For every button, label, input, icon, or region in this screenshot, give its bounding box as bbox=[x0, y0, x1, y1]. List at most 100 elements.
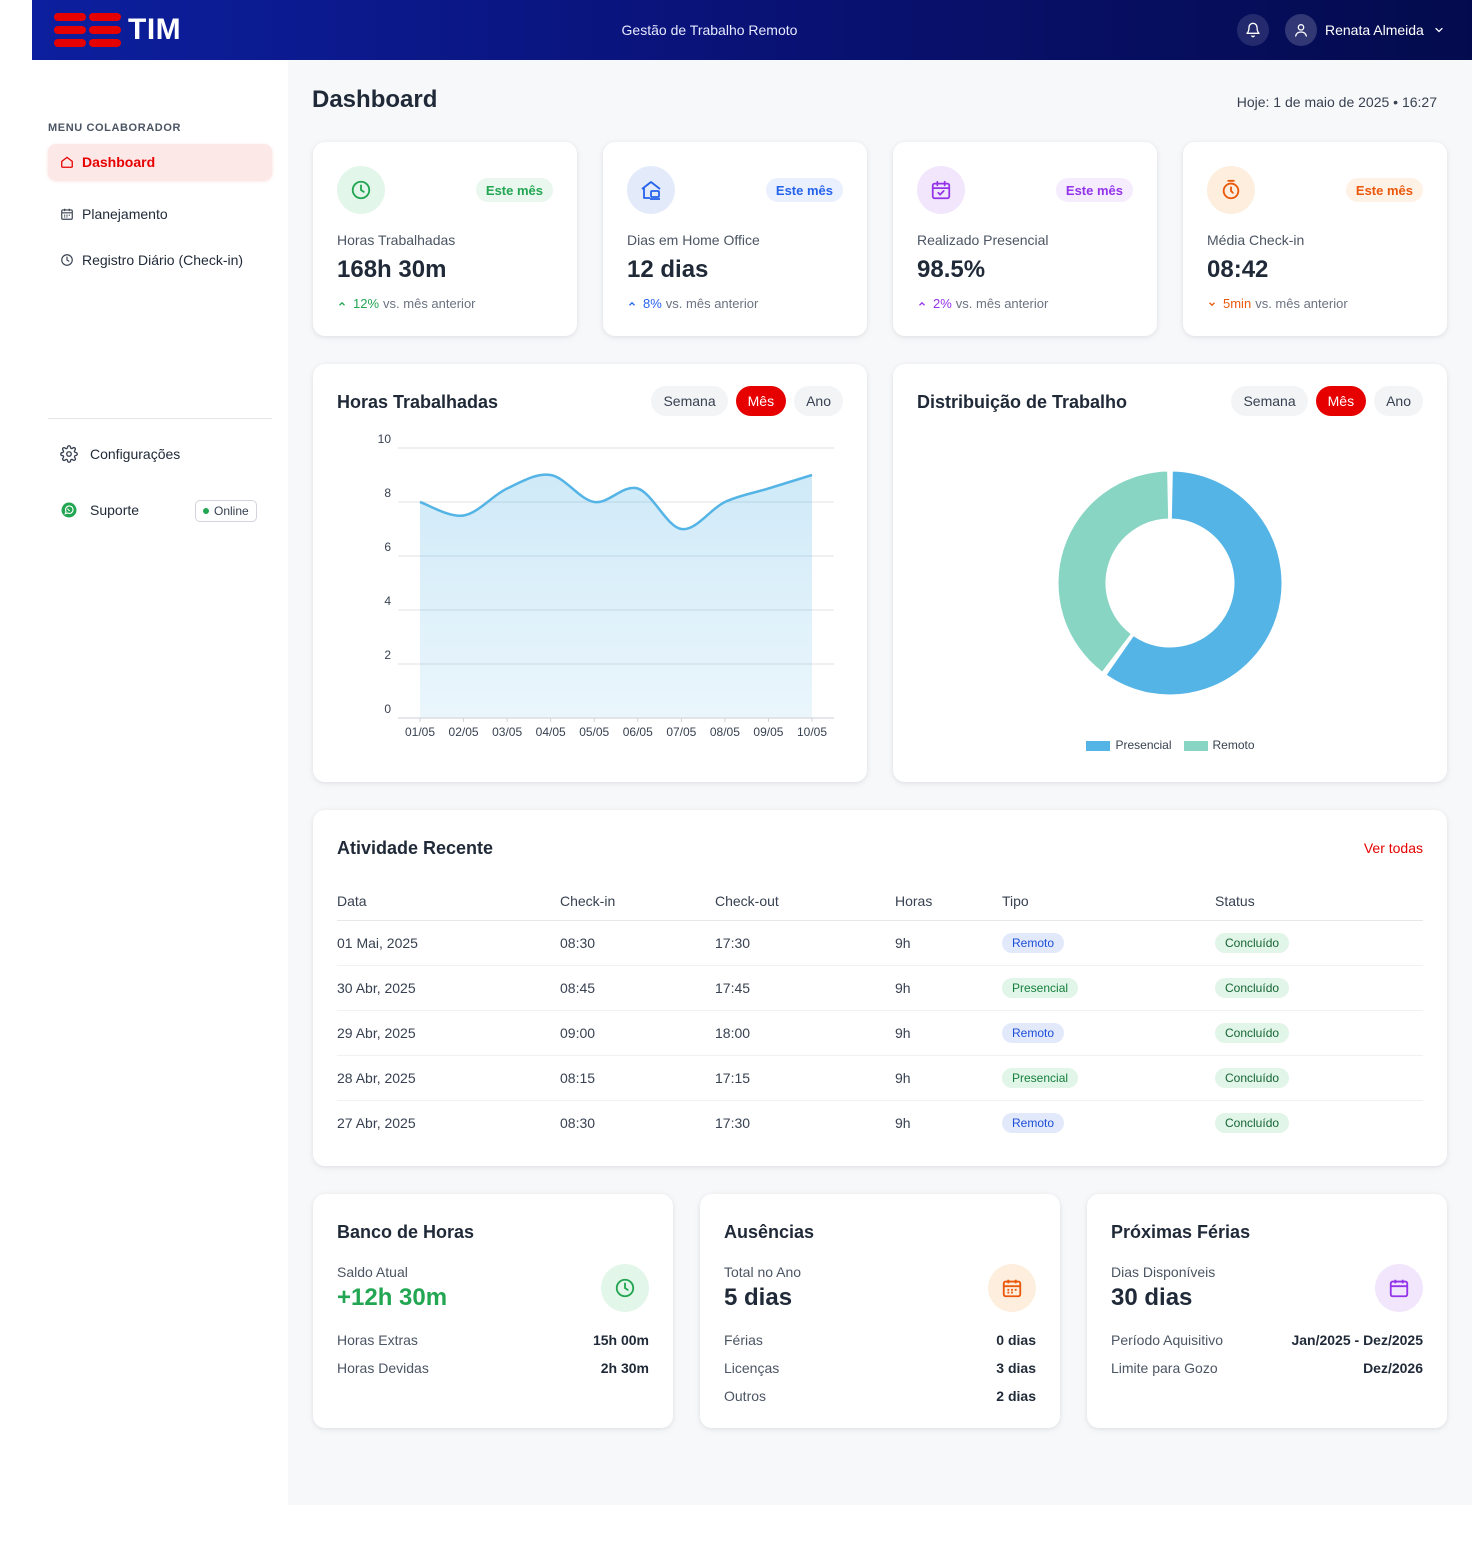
period-month-button[interactable]: Mês bbox=[735, 386, 787, 416]
period-month-button[interactable]: Mês bbox=[1315, 386, 1367, 416]
logo-text: TIM bbox=[128, 13, 182, 46]
table-row[interactable]: 29 Abr, 2025 09:00 18:00 9h Remoto Concl… bbox=[337, 1010, 1423, 1056]
home-office-icon bbox=[627, 166, 675, 214]
calendar-check-icon bbox=[917, 166, 965, 214]
see-all-link[interactable]: Ver todas bbox=[1363, 840, 1423, 856]
status-badge: Concluído bbox=[1215, 1112, 1290, 1133]
type-badge: Remoto bbox=[1002, 932, 1065, 953]
app-title: Gestão de Trabalho Remoto bbox=[621, 22, 798, 38]
card-title: Próximas Férias bbox=[1111, 1222, 1251, 1242]
absences-card: Ausências Total no Ano 5 dias Férias 0 d… bbox=[700, 1194, 1060, 1428]
cell-hours: 9h bbox=[895, 1010, 1002, 1056]
period-pill: Este mês bbox=[765, 178, 843, 202]
legend-item-presencial[interactable]: Presencial bbox=[1086, 738, 1172, 752]
stat-label: Média Check-in bbox=[1207, 232, 1305, 248]
cell-checkout: 17:30 bbox=[715, 920, 895, 966]
clock-icon bbox=[60, 253, 74, 267]
panel-title: Atividade Recente bbox=[337, 838, 494, 858]
whatsapp-icon bbox=[60, 501, 78, 519]
chevron-up-icon bbox=[337, 299, 347, 309]
cell-date: 30 Abr, 2025 bbox=[337, 965, 560, 1011]
clock-icon bbox=[601, 1264, 649, 1312]
status-badge: Concluído bbox=[1215, 977, 1290, 998]
sidebar-item-planejamento[interactable]: Planejamento bbox=[48, 196, 272, 232]
status-badge: Concluído bbox=[1215, 1022, 1290, 1043]
detail-label: Limite para Gozo bbox=[1111, 1360, 1218, 1376]
column-header: Horas bbox=[895, 882, 1002, 921]
stat-label: Horas Trabalhadas bbox=[337, 232, 456, 248]
x-tick-label: 08/05 bbox=[710, 725, 740, 739]
data-point bbox=[723, 501, 726, 504]
column-header: Tipo bbox=[1002, 882, 1215, 921]
stopwatch-icon bbox=[1207, 166, 1255, 214]
table-row[interactable]: 01 Mai, 2025 08:30 17:30 9h Remoto Concl… bbox=[337, 920, 1423, 966]
card-title: Ausências bbox=[724, 1222, 815, 1242]
legend-item-remoto[interactable]: Remoto bbox=[1183, 738, 1255, 752]
type-badge: Remoto bbox=[1002, 1022, 1065, 1043]
x-tick-label: 03/05 bbox=[492, 725, 522, 739]
stat-value: 08:42 bbox=[1207, 256, 1269, 283]
data-point bbox=[680, 528, 683, 531]
table-row[interactable]: 30 Abr, 2025 08:45 17:45 9h Presencial C… bbox=[337, 965, 1423, 1011]
stat-trend: 12% vs. mês anterior bbox=[337, 296, 476, 311]
sidebar-item-registro[interactable]: Registro Diário (Check-in) bbox=[48, 242, 272, 278]
tim-logo[interactable]: TIM bbox=[54, 13, 181, 47]
stat-delta-text: vs. mês anterior bbox=[665, 296, 759, 311]
card-subtitle: Dias Disponíveis bbox=[1111, 1264, 1216, 1280]
y-tick-label: 10 bbox=[378, 432, 392, 446]
calendar-icon bbox=[1375, 1264, 1423, 1312]
table-row[interactable]: 27 Abr, 2025 08:30 17:30 9h Remoto Concl… bbox=[337, 1100, 1423, 1145]
stat-delta: 2% bbox=[933, 296, 952, 311]
period-week-button[interactable]: Semana bbox=[651, 386, 728, 416]
donut-legend: Presencial Remoto bbox=[893, 738, 1448, 752]
period-pill: Este mês bbox=[475, 178, 553, 202]
cell-hours: 9h bbox=[895, 965, 1002, 1011]
distribution-panel: Distribuição de Trabalho Semana Mês Ano … bbox=[893, 364, 1447, 782]
legend-label: Remoto bbox=[1212, 738, 1255, 752]
support-label: Suporte bbox=[90, 502, 140, 518]
type-badge: Presencial bbox=[1002, 977, 1079, 998]
y-tick-label: 0 bbox=[384, 702, 391, 716]
notifications-button[interactable] bbox=[1237, 14, 1269, 46]
recent-activity-panel: Atividade Recente Ver todas Data Check-i… bbox=[313, 810, 1447, 1166]
period-year-button[interactable]: Ano bbox=[794, 386, 843, 416]
detail-value: 3 dias bbox=[996, 1360, 1036, 1376]
detail-value: 2 dias bbox=[996, 1388, 1036, 1404]
stat-label: Realizado Presencial bbox=[917, 232, 1049, 248]
table-row[interactable]: 28 Abr, 2025 08:15 17:15 9h Presencial C… bbox=[337, 1055, 1423, 1101]
data-point bbox=[462, 514, 465, 517]
status-badge: Concluído bbox=[1215, 1067, 1290, 1088]
pie-slice-presencial bbox=[1105, 470, 1283, 696]
user-menu-name[interactable]: Renata Almeida bbox=[1325, 22, 1424, 38]
stat-card-checkin: Este mês Média Check-in 08:42 5min vs. m… bbox=[1183, 142, 1447, 336]
period-week-button[interactable]: Semana bbox=[1231, 386, 1308, 416]
cell-date: 29 Abr, 2025 bbox=[337, 1010, 560, 1056]
cell-hours: 9h bbox=[895, 920, 1002, 966]
calendar-icon bbox=[988, 1264, 1036, 1312]
app-root: TIM Gestão de Trabalho Remoto Renata Alm… bbox=[32, 0, 1472, 1505]
status-badge: Concluído bbox=[1215, 932, 1290, 953]
period-selector: Semana Mês Ano bbox=[651, 386, 843, 416]
card-subtitle: Total no Ano bbox=[724, 1264, 802, 1280]
sidebar-item-label: Planejamento bbox=[82, 206, 168, 222]
chevron-down-icon bbox=[1207, 299, 1217, 309]
type-badge: Remoto bbox=[1002, 1112, 1065, 1133]
user-avatar[interactable] bbox=[1285, 14, 1317, 46]
stat-value: 168h 30m bbox=[337, 256, 447, 283]
sidebar-item-dashboard[interactable]: Dashboard bbox=[48, 144, 272, 180]
period-year-button[interactable]: Ano bbox=[1374, 386, 1423, 416]
pie-slice-remoto bbox=[1057, 470, 1170, 673]
detail-label: Período Aquisitivo bbox=[1111, 1332, 1224, 1348]
card-subtitle: Saldo Atual bbox=[337, 1264, 408, 1280]
y-tick-label: 2 bbox=[384, 648, 391, 662]
settings-link[interactable]: Configurações bbox=[60, 445, 180, 463]
x-tick-label: 04/05 bbox=[536, 725, 566, 739]
x-tick-label: 02/05 bbox=[449, 725, 479, 739]
x-tick-label: 06/05 bbox=[623, 725, 653, 739]
home-icon bbox=[60, 155, 74, 169]
user-menu-toggle[interactable] bbox=[1433, 23, 1445, 41]
cell-checkout: 17:45 bbox=[715, 965, 895, 1011]
data-point bbox=[593, 501, 596, 504]
support-link[interactable]: Suporte bbox=[60, 501, 139, 519]
stat-delta-text: vs. mês anterior bbox=[955, 296, 1049, 311]
